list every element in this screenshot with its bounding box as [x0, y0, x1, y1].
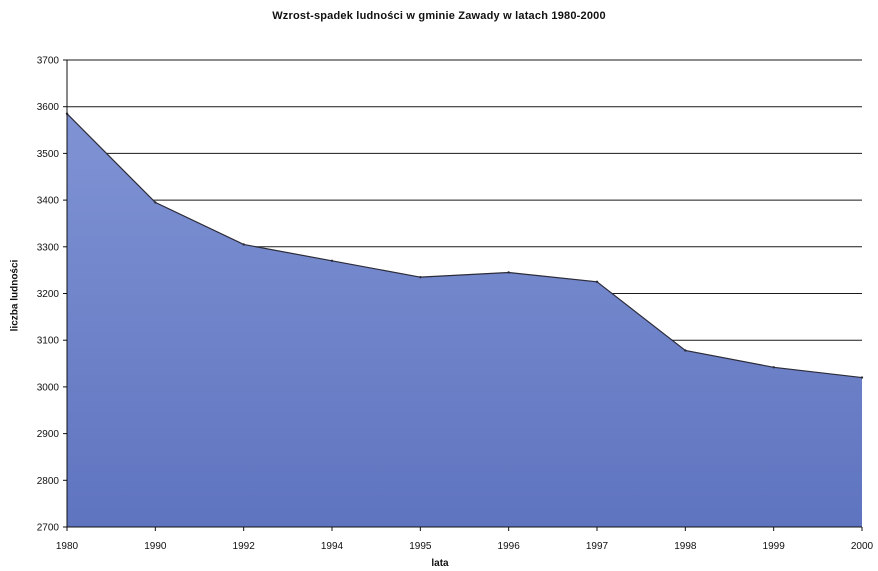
data-point [860, 376, 864, 379]
data-point [772, 366, 775, 369]
x-axis-label: lata [431, 558, 449, 569]
x-tick-label: 1990 [144, 541, 167, 552]
population-area [67, 113, 862, 527]
data-point [595, 280, 599, 284]
y-tick-label: 3300 [37, 242, 60, 253]
data-point [507, 271, 510, 274]
y-tick-label: 3100 [37, 336, 60, 347]
y-tick-label: 3400 [37, 196, 60, 207]
chart-title: Wzrost-spadek ludności w gminie Zawady w… [272, 10, 606, 22]
x-tick-label: 1992 [233, 541, 256, 552]
data-point [419, 275, 422, 279]
y-tick-label: 3000 [37, 382, 60, 393]
x-tick-label: 1997 [586, 541, 609, 552]
x-tick-label: 1998 [674, 541, 697, 552]
data-point [154, 201, 157, 204]
population-line [66, 113, 863, 379]
y-tick-label: 2900 [37, 429, 60, 440]
y-tick-label: 3700 [37, 56, 60, 67]
x-tick-label: 1999 [763, 541, 786, 552]
data-point [330, 259, 334, 263]
y-tick-label: 3500 [37, 149, 60, 160]
data-point [684, 349, 687, 352]
x-tick-label: 2000 [851, 541, 874, 552]
x-tick-label: 1995 [409, 541, 432, 552]
y-tick-label: 3200 [37, 289, 60, 300]
y-tick-label: 2700 [37, 523, 60, 534]
y-tick-label: 2800 [37, 476, 60, 487]
data-point [242, 243, 245, 246]
y-tick-label: 3600 [37, 102, 60, 113]
x-tick-label: 1994 [321, 541, 344, 552]
x-tick-label: 1996 [498, 541, 521, 552]
x-tick-label: 1980 [56, 541, 79, 552]
